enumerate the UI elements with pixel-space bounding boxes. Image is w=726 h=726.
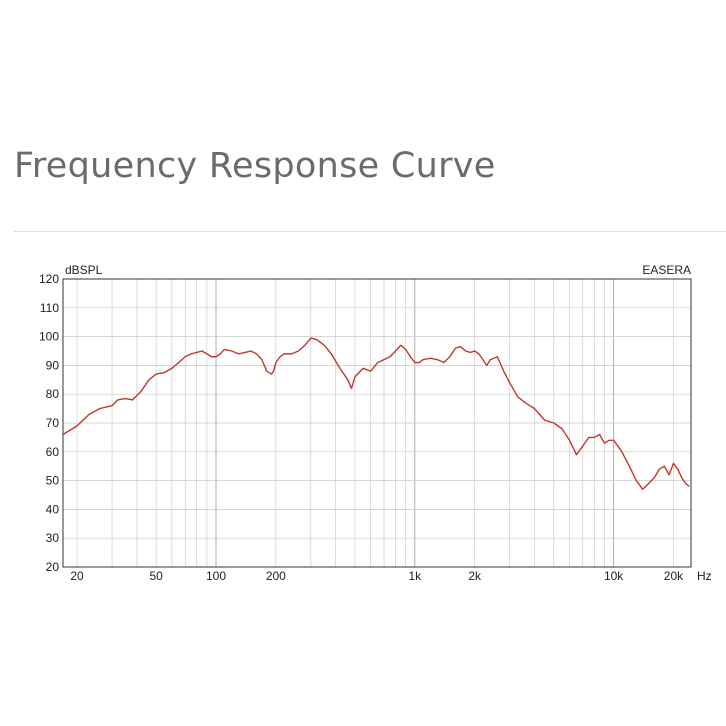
x-tick-label: 20k bbox=[664, 569, 684, 583]
response-curve-line bbox=[62, 337, 690, 490]
chart-grid bbox=[63, 279, 691, 567]
page-title: Frequency Response Curve bbox=[14, 146, 496, 186]
y-tick-label: 120 bbox=[39, 272, 59, 286]
y-tick-label: 70 bbox=[46, 416, 60, 430]
x-tick-label: 200 bbox=[266, 569, 286, 583]
x-tick-label: 2k bbox=[468, 569, 482, 583]
chart-marks bbox=[62, 337, 690, 490]
chart-labels: dBSPL EASERA Hz 20 30 40 50 60 70 80 90 100 110 12… bbox=[39, 263, 712, 583]
section-divider bbox=[14, 231, 726, 232]
y-tick-label: 110 bbox=[40, 301, 59, 315]
x-tick-label: 100 bbox=[206, 569, 226, 583]
plot-frame bbox=[62, 278, 692, 568]
y-tick-label: 20 bbox=[46, 560, 60, 574]
y-tick-label: 60 bbox=[46, 445, 60, 459]
x-tick-label: 50 bbox=[149, 569, 163, 583]
y-tick-label: 50 bbox=[46, 474, 60, 488]
y-tick-label: 30 bbox=[46, 531, 60, 545]
y-tick-label: 40 bbox=[46, 502, 60, 516]
y-tick-label: 90 bbox=[46, 358, 60, 372]
y-tick-label: 80 bbox=[46, 387, 60, 401]
x-tick-label: 10k bbox=[604, 569, 624, 583]
easera-watermark: EASERA bbox=[642, 263, 691, 277]
x-tick-label: 1k bbox=[408, 569, 422, 583]
x-tick-label: 20 bbox=[70, 569, 84, 583]
x-axis-unit: Hz bbox=[697, 569, 712, 583]
y-tick-label: 100 bbox=[39, 330, 59, 344]
y-axis-label: dBSPL bbox=[65, 263, 103, 277]
